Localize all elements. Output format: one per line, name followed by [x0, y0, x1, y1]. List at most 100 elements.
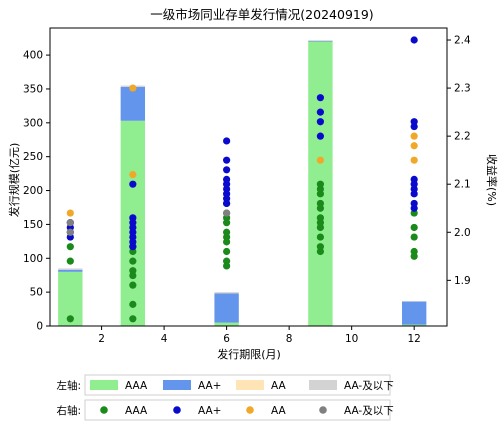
- legend-bar-label: AA-及以下: [344, 380, 394, 392]
- point-AA-6: [410, 132, 418, 140]
- point-AAA-31: [316, 180, 324, 188]
- bar-AA+-1: [58, 269, 83, 272]
- point-AA-5: [410, 142, 418, 150]
- left-axis-label: 发行规模(亿元): [7, 143, 21, 218]
- point-AAA-16: [223, 228, 231, 236]
- point-AA+-10: [129, 214, 137, 222]
- point-AA+-23: [316, 108, 324, 116]
- left-tick-label: 300: [23, 117, 43, 129]
- plot-area: [58, 36, 427, 326]
- bar-AA-及以下-12: [401, 300, 427, 302]
- legend-bar-swatch-AA: [236, 380, 264, 390]
- bar-AA+-9: [308, 40, 333, 42]
- point-AA+-33: [410, 36, 418, 44]
- legend-bar-label: AAA: [125, 380, 148, 392]
- point-AAA-7: [129, 267, 137, 275]
- point-AA+-11: [129, 180, 137, 188]
- point-AA+-18: [223, 166, 231, 174]
- x-axis-label: 发行期限(月): [217, 347, 281, 361]
- bar-AA+-12: [401, 301, 427, 325]
- bar-AA-及以下-9: [308, 40, 333, 41]
- point-AA-及以下-0: [66, 219, 74, 227]
- point-AAA-0: [66, 315, 74, 323]
- bar-AAA-12: [401, 324, 427, 326]
- legend-point-label: AA-及以下: [344, 405, 394, 417]
- left-tick-label: 350: [23, 83, 43, 95]
- x-tick-label: 4: [161, 333, 168, 345]
- point-AA-及以下-2: [223, 209, 231, 217]
- legend-bar-swatch-AA+: [163, 380, 191, 390]
- point-AA-4: [410, 156, 418, 164]
- point-AA+-26: [410, 199, 418, 208]
- bar-AA-及以下-6: [214, 292, 239, 294]
- point-AA-3: [316, 156, 324, 164]
- point-AA+-32: [410, 118, 418, 126]
- right-tick-label: 1.9: [454, 275, 471, 287]
- point-AAA-34: [410, 233, 418, 241]
- left-tick-label: 50: [30, 287, 43, 299]
- point-AAA-33: [410, 247, 418, 256]
- bar-AA+-3: [120, 86, 146, 121]
- point-AA+-21: [316, 132, 324, 140]
- point-AAA-26: [316, 214, 324, 222]
- point-AAA-22: [316, 243, 324, 251]
- point-AAA-2: [66, 243, 74, 251]
- legend-point-label: AA+: [198, 405, 221, 417]
- chart-title: 一级市场同业存单发行情况(20240919): [150, 7, 373, 22]
- point-AA-2: [129, 84, 137, 92]
- point-AAA-28: [316, 199, 324, 208]
- point-AA-1: [129, 170, 137, 179]
- legend: 左轴: 右轴: AAA AA+ AA AA-及以下 AAA AA+ AA AA-及以下: [56, 374, 394, 421]
- x-tick-label: 8: [286, 333, 293, 345]
- legend-bar-swatch-AAA: [90, 380, 118, 390]
- legend-bar-label: AA: [271, 380, 286, 392]
- point-AAA-35: [410, 223, 418, 232]
- legend-bar-label: AA+: [198, 380, 221, 392]
- axes: 2 4 6 8 10 12 0 50 100 150 200 250 300 350 400 1.9 2.0 2.…: [23, 27, 471, 345]
- legend-right-axis-label: 右轴:: [56, 404, 81, 417]
- bar-AA+-6: [214, 293, 239, 323]
- point-AA+-22: [316, 118, 324, 126]
- right-tick-label: 2.4: [454, 35, 471, 47]
- x-tick-label: 10: [345, 333, 358, 345]
- point-AA+-20: [223, 137, 231, 145]
- x-tick-label: 2: [98, 333, 105, 345]
- left-tick-label: 100: [23, 253, 43, 265]
- point-AA-及以下-1: [66, 228, 74, 236]
- right-tick-label: 2.2: [454, 131, 471, 143]
- right-tick-label: 2.1: [454, 179, 471, 191]
- legend-bar-swatch-AA-及以下: [309, 380, 337, 390]
- point-AAA-12: [223, 257, 231, 265]
- bar-AA-及以下-1: [58, 268, 83, 270]
- point-AAA-4: [129, 300, 137, 308]
- legend-point-swatch-AA: [246, 406, 254, 414]
- left-tick-label: 0: [36, 321, 43, 333]
- left-tick-label: 400: [23, 50, 43, 62]
- legend-point-label: AAA: [125, 405, 148, 417]
- point-AAA-3: [129, 315, 137, 323]
- point-AA+-30: [410, 175, 418, 184]
- right-axis-label: 收益率(%): [485, 154, 499, 206]
- bar-AAA-6: [214, 322, 239, 326]
- right-tick-label: 2.3: [454, 83, 471, 95]
- legend-point-swatch-AA-及以下: [319, 406, 327, 414]
- point-AAA-23: [316, 233, 324, 241]
- left-tick-label: 250: [23, 151, 43, 163]
- left-tick-label: 150: [23, 219, 43, 231]
- point-AAA-8: [129, 257, 137, 265]
- legend-point-swatch-AA+: [173, 406, 181, 414]
- legend-left-axis-label: 左轴:: [56, 379, 81, 392]
- point-AAA-5: [129, 281, 137, 289]
- point-AA+-24: [316, 94, 324, 102]
- legend-point-swatch-AAA: [100, 406, 108, 414]
- point-AA+-17: [223, 175, 231, 184]
- legend-right-box: [84, 399, 391, 421]
- point-AAA-13: [223, 247, 231, 256]
- plot-frame: [49, 27, 448, 327]
- point-AA-0: [66, 209, 74, 217]
- legend-point-label: AA: [271, 405, 286, 417]
- point-AAA-1: [66, 257, 74, 265]
- x-tick-label: 6: [223, 333, 230, 345]
- point-AA+-19: [223, 156, 231, 164]
